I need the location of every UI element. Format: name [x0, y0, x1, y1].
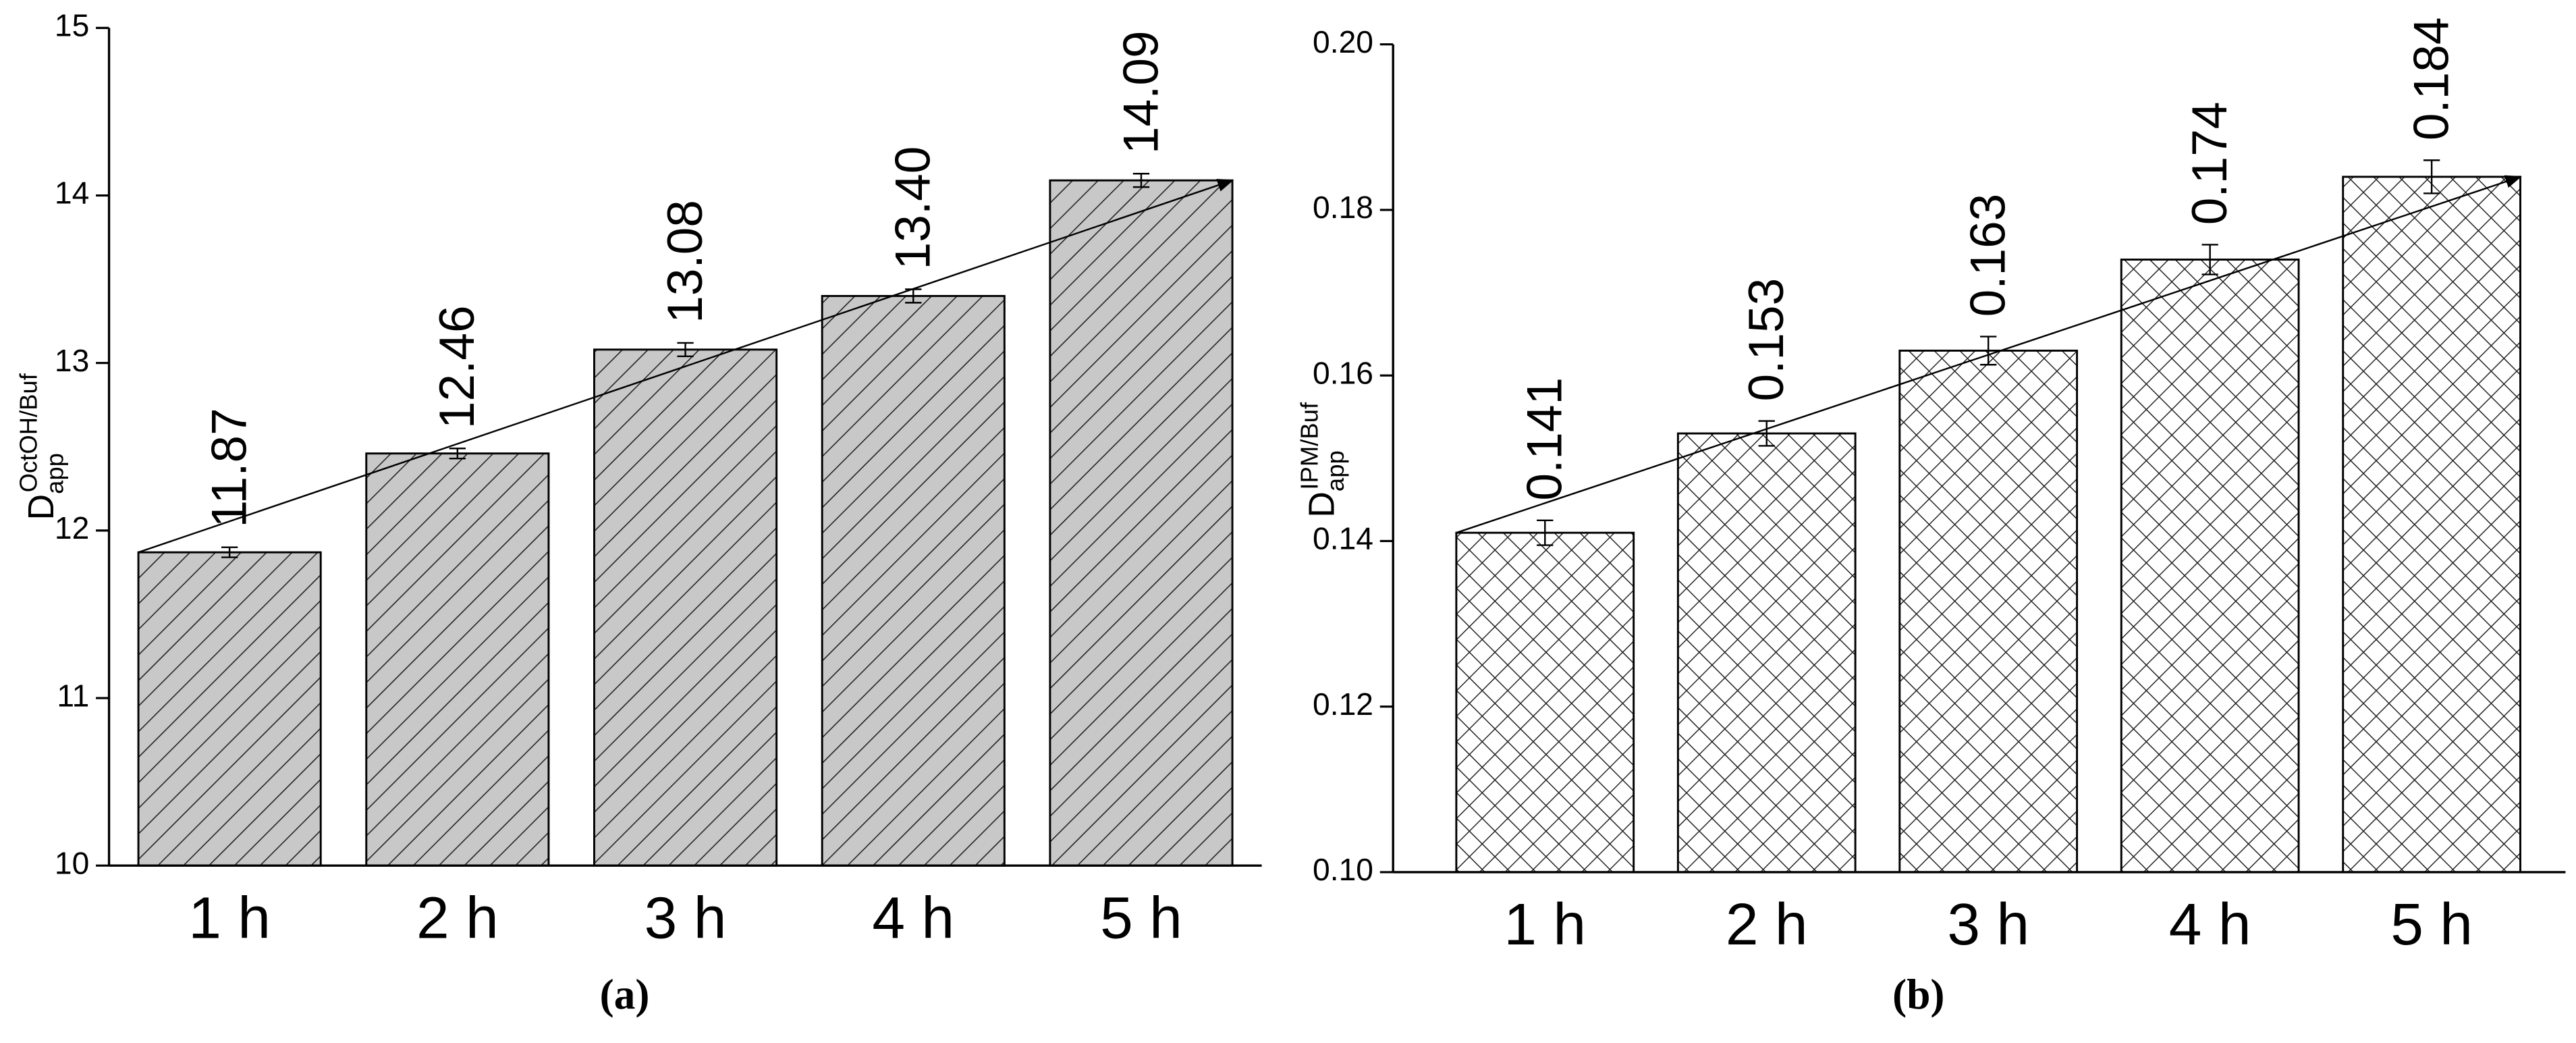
x-tick-label: 1 h: [1504, 891, 1586, 957]
value-label: 0.184: [2404, 18, 2459, 141]
bar: [365, 452, 550, 867]
y-tick-label: 0.16: [1313, 355, 1373, 390]
value-label: 0.163: [1961, 194, 2016, 317]
y-axis-label: DappIPM/Buf: [1295, 402, 1349, 518]
panel-label: (a): [600, 971, 650, 1018]
value-label: 13.40: [886, 146, 941, 270]
bar: [1049, 179, 1234, 867]
y-tick-label: 12: [55, 510, 89, 545]
trend-arrow: [138, 179, 1234, 554]
x-tick-label: 1 h: [188, 884, 271, 951]
x-tick-label: 5 h: [2390, 891, 2473, 957]
x-tick-label: 4 h: [872, 884, 954, 951]
y-axis-label: DappOctOH/Buf: [15, 373, 69, 520]
panel-label: (b): [1892, 971, 1944, 1018]
y-tick-label: 14: [55, 176, 89, 211]
y-label-sub: app: [1321, 450, 1349, 491]
y-tick-label: 13: [55, 343, 89, 378]
value-label: 12.46: [430, 305, 485, 429]
y-tick-label: 0.14: [1313, 521, 1373, 556]
y-tick-label: 15: [55, 8, 89, 43]
x-tick-label: 4 h: [2169, 891, 2251, 957]
y-label-sub: app: [40, 453, 68, 494]
x-tick-label: 2 h: [1726, 891, 1808, 957]
bar: [2342, 176, 2521, 874]
x-tick-label: 3 h: [645, 884, 727, 951]
value-label: 0.153: [1739, 278, 1794, 402]
value-label: 14.09: [1114, 30, 1168, 154]
bar: [593, 348, 778, 867]
y-label-sup: IPM/Buf: [1295, 402, 1323, 490]
y-label-main: D: [1303, 491, 1342, 518]
x-tick-label: 3 h: [1947, 891, 2029, 957]
bar: [137, 551, 322, 867]
x-tick-label: 5 h: [1100, 884, 1182, 951]
x-tick-label: 2 h: [416, 884, 499, 951]
y-tick-label: 11: [57, 678, 89, 713]
y-tick-label: 0.12: [1313, 687, 1373, 722]
bar: [1676, 432, 1857, 874]
y-label-sup: OctOH/Buf: [15, 373, 43, 492]
value-label: 11.87: [202, 408, 256, 527]
bar: [2120, 259, 2300, 874]
y-tick-label: 10: [55, 845, 89, 880]
bar: [821, 294, 1006, 867]
y-tick-label: 0.20: [1313, 24, 1373, 59]
bar: [1455, 531, 1635, 874]
y-tick-label: 0.18: [1313, 190, 1373, 225]
value-label: 0.141: [1518, 377, 1572, 501]
y-tick-label: 0.10: [1313, 852, 1373, 887]
bar: [1898, 349, 2079, 874]
y-label-main: D: [22, 494, 61, 520]
value-label: 13.08: [658, 200, 713, 323]
value-label: 0.174: [2183, 102, 2237, 225]
trend-arrow: [1456, 175, 2522, 534]
